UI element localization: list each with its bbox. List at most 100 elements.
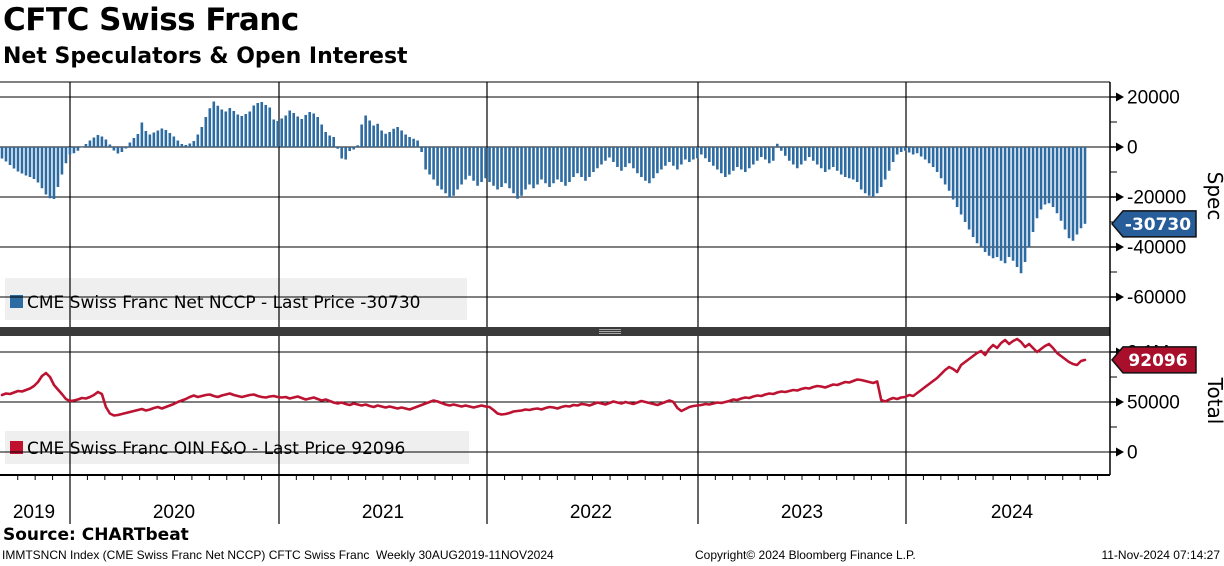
spec-bar bbox=[899, 147, 903, 152]
spec-bar bbox=[748, 147, 751, 169]
spec-bar bbox=[412, 138, 415, 147]
spec-bar bbox=[688, 147, 691, 162]
x-axis-year-label: 2024 bbox=[991, 502, 1034, 523]
x-axis-year-label: 2020 bbox=[153, 502, 195, 523]
spec-bar bbox=[1083, 147, 1087, 224]
spec-bar bbox=[851, 147, 855, 180]
spec-bar bbox=[676, 147, 679, 170]
spec-bar bbox=[200, 127, 204, 147]
spec-bar bbox=[875, 147, 879, 194]
spec-legend-label: CME Swiss Franc Net NCCP - Last Price -3… bbox=[27, 293, 421, 313]
spec-bar bbox=[452, 147, 455, 196]
spec-bar bbox=[332, 137, 335, 147]
spec-bar bbox=[304, 115, 308, 147]
spec-bar bbox=[668, 147, 671, 162]
spec-bar bbox=[128, 142, 132, 147]
spec-bar bbox=[300, 119, 304, 147]
spec-bar bbox=[572, 147, 575, 177]
spec-bar bbox=[328, 135, 331, 147]
panel-divider bbox=[0, 327, 1110, 336]
spec-bar bbox=[871, 147, 875, 197]
spec-bar bbox=[863, 147, 867, 194]
spec-bar bbox=[580, 147, 583, 177]
spec-bar bbox=[384, 133, 387, 147]
spec-bar bbox=[432, 147, 435, 180]
spec-bar bbox=[308, 112, 312, 147]
spec-bar bbox=[1079, 147, 1083, 229]
total-legend-label: CME Swiss Franc OIN F&O - Last Price 920… bbox=[27, 439, 405, 459]
spec-bar bbox=[1019, 147, 1023, 274]
spec-bar bbox=[983, 147, 987, 252]
spec-bar bbox=[396, 127, 399, 147]
spec-tick-label: 20000 bbox=[1127, 88, 1180, 109]
spec-bar bbox=[771, 147, 775, 161]
spec-bar bbox=[60, 147, 64, 175]
spec-bar bbox=[264, 105, 268, 147]
spec-bar bbox=[708, 147, 711, 162]
spec-bar bbox=[891, 147, 895, 162]
spec-bar bbox=[807, 147, 811, 157]
total-line bbox=[0, 337, 1087, 417]
spec-bar bbox=[532, 147, 535, 189]
spec-bar bbox=[132, 138, 136, 147]
spec-bar bbox=[712, 147, 715, 166]
spec-bar bbox=[975, 147, 979, 244]
spec-bar bbox=[520, 147, 523, 196]
spec-bar bbox=[588, 147, 591, 177]
spec-legend-box bbox=[5, 278, 467, 320]
spec-bar bbox=[140, 122, 144, 147]
spec-bar bbox=[700, 147, 703, 155]
spec-bar bbox=[324, 132, 328, 147]
spec-bar bbox=[779, 147, 783, 151]
spec-bar bbox=[895, 147, 899, 155]
spec-bar bbox=[296, 116, 300, 147]
spec-bar bbox=[364, 115, 367, 147]
spec-bar bbox=[156, 130, 160, 147]
spec-bar bbox=[196, 134, 200, 147]
spec-bar bbox=[636, 147, 639, 174]
spec-bar bbox=[28, 147, 32, 177]
spec-bar bbox=[696, 147, 699, 159]
spec-bar bbox=[484, 147, 487, 179]
spec-bar bbox=[340, 147, 343, 159]
spec-bar bbox=[767, 147, 771, 164]
spec-bar bbox=[971, 147, 975, 237]
spec-bar bbox=[923, 147, 927, 160]
spec-bar bbox=[1071, 147, 1075, 241]
spec-bar bbox=[540, 147, 543, 180]
spec-bar bbox=[600, 147, 603, 165]
spec-bar bbox=[791, 147, 795, 165]
spec-bar bbox=[799, 147, 803, 165]
spec-bar bbox=[548, 147, 551, 187]
spec-bar bbox=[100, 136, 104, 147]
spec-bar bbox=[320, 124, 324, 147]
spec-bar bbox=[1007, 147, 1011, 257]
spec-bar bbox=[604, 147, 607, 161]
spec-bar bbox=[823, 147, 827, 172]
spec-bar bbox=[660, 147, 663, 170]
total-tick-arrow bbox=[1116, 447, 1124, 457]
page-subtitle: Net Speculators & Open Interest bbox=[3, 44, 408, 69]
spec-bar bbox=[152, 132, 156, 147]
spec-bar bbox=[656, 147, 659, 174]
spec-bar bbox=[408, 137, 411, 147]
spec-bar bbox=[272, 119, 276, 147]
spec-bar bbox=[388, 132, 391, 147]
spec-bar bbox=[664, 147, 667, 166]
spec-bar bbox=[907, 147, 911, 153]
spec-bar bbox=[987, 147, 991, 256]
spec-tick-arrow bbox=[1116, 92, 1124, 102]
spec-bar bbox=[4, 147, 8, 162]
spec-bar bbox=[116, 147, 120, 154]
spec-bar bbox=[943, 147, 947, 185]
spec-bar bbox=[436, 147, 439, 186]
spec-bar bbox=[1035, 147, 1039, 219]
spec-bar bbox=[88, 140, 92, 147]
total-legend-box bbox=[5, 431, 469, 464]
spec-bar bbox=[803, 147, 807, 161]
total-tick-arrow bbox=[1116, 397, 1124, 407]
spec-tick-arrow bbox=[1116, 142, 1124, 152]
spec-bar bbox=[420, 147, 423, 152]
spec-bar bbox=[52, 147, 56, 199]
